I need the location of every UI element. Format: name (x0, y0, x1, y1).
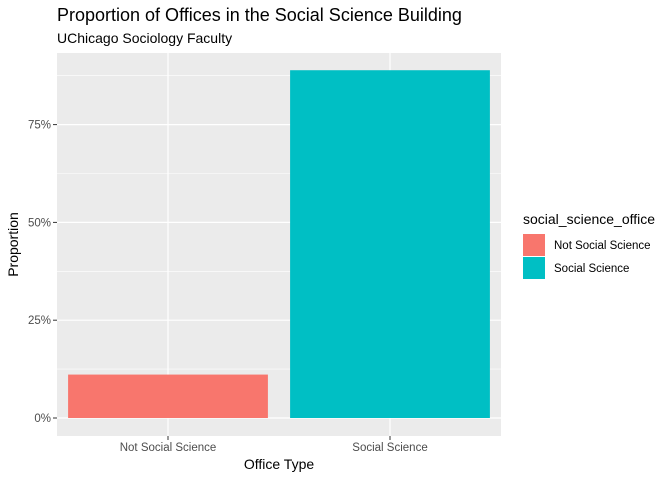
legend-label-1: Not Social Science (554, 240, 651, 252)
x-axis-title: Office Type (244, 456, 315, 472)
legend-key-2 (523, 257, 545, 279)
x-tick-label: Social Science (352, 442, 427, 454)
y-axis: 0% 25% 50% 75% (28, 120, 57, 425)
legend-key-1 (523, 234, 545, 256)
legend: social_science_office Not Social Science… (523, 211, 655, 279)
legend-label-2: Social Science (554, 263, 629, 275)
x-tick-label: Not Social Science (120, 442, 217, 454)
chart-subtitle: UChicago Sociology Faculty (57, 30, 232, 46)
y-axis-title: Proportion (5, 212, 21, 277)
y-tick-label: 75% (28, 120, 51, 132)
bar-2 (290, 70, 490, 418)
bars (68, 70, 490, 418)
legend-title: social_science_office (523, 211, 655, 227)
y-tick-label: 50% (28, 217, 51, 229)
legend-items: Not Social Science Social Science (523, 234, 651, 279)
y-tick-label: 25% (28, 315, 51, 327)
y-tick-label: 0% (34, 413, 51, 425)
x-axis: Not Social Science Social Science (120, 436, 428, 454)
bar-1 (68, 374, 268, 418)
chart-title: Proportion of Offices in the Social Scie… (57, 5, 462, 25)
